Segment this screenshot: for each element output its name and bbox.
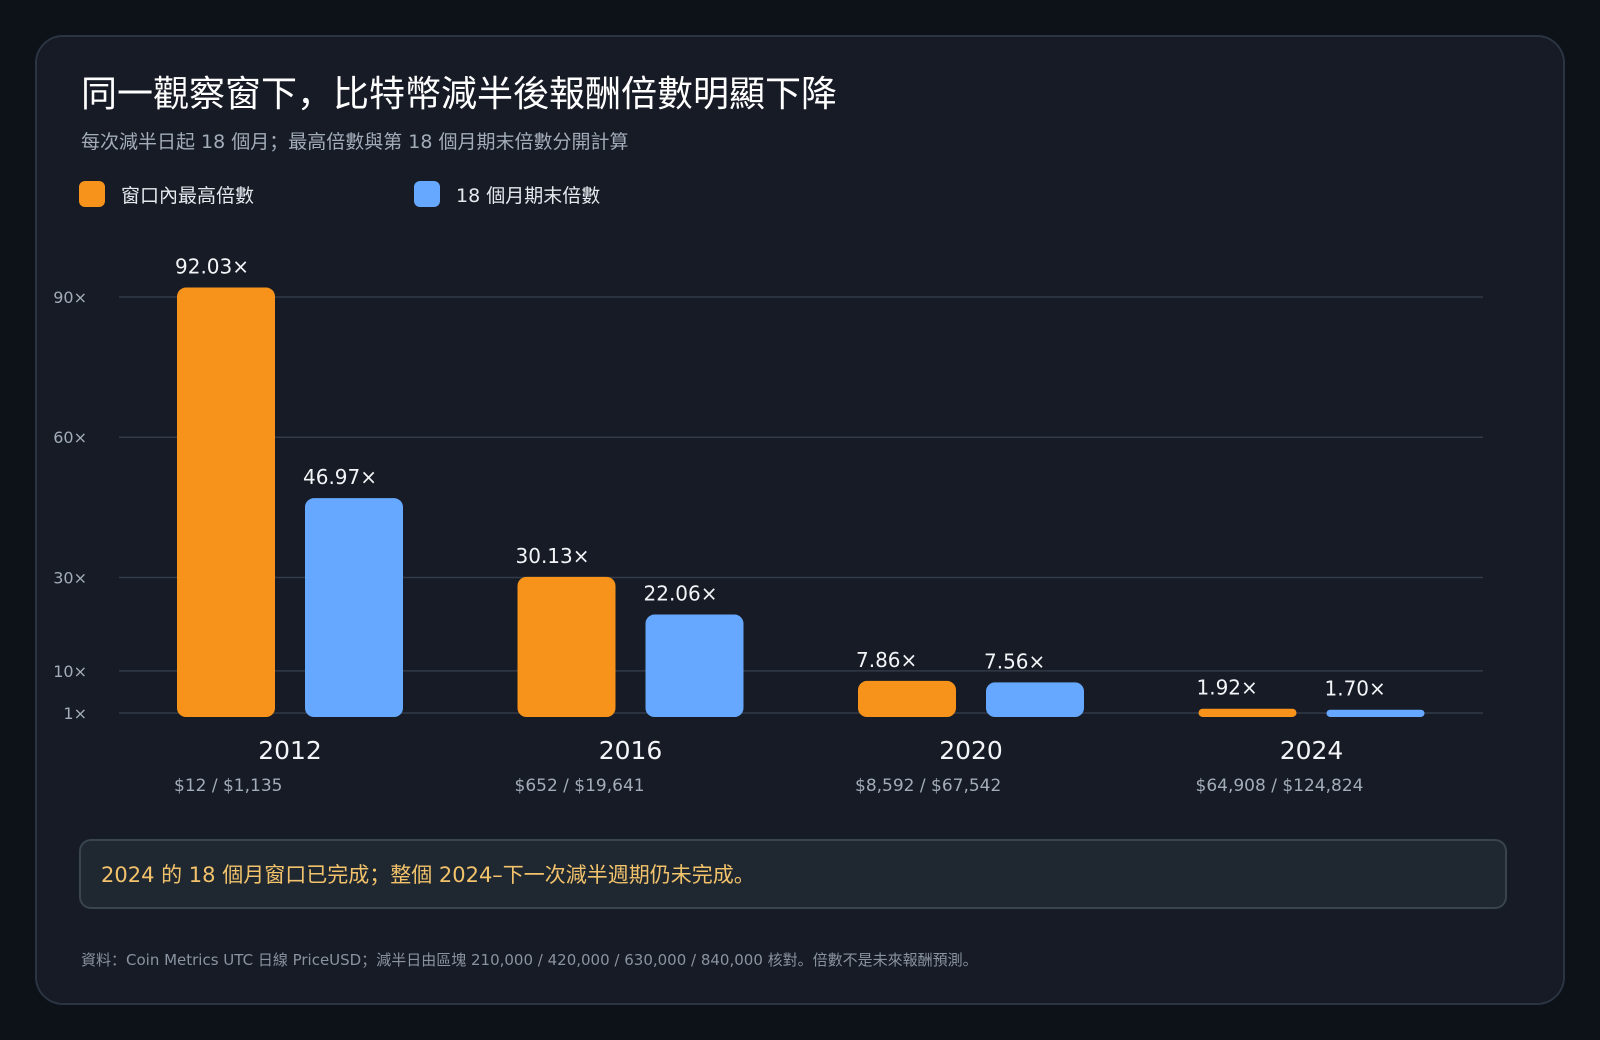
x-price-sublabel: $8,592 / $67,542 [855, 776, 1001, 796]
legend-swatch-end [414, 181, 440, 207]
bar-chart: 1× 10× 30× 60× 90× 92.03× 46.97× 2012 $12 / $1,1… [53, 255, 1483, 796]
bar [645, 614, 744, 717]
data-label: 30.13× [516, 544, 590, 568]
data-label: 1.92× [1197, 676, 1258, 700]
bar [517, 576, 616, 717]
x-category-label: 2012 [258, 736, 322, 765]
data-label: 46.97× [303, 465, 377, 489]
legend-label-end: 18 個月期末倍數 [456, 184, 601, 207]
chart-subtitle: 每次減半日起 18 個月；最高倍數與第 18 個月期末倍數分開計算 [81, 131, 629, 153]
note-text: 2024 的 18 個月窗口已完成；整個 2024–下一次減半週期仍未完成。 [101, 863, 755, 887]
x-category-label: 2020 [939, 736, 1003, 765]
note-box: 2024 的 18 個月窗口已完成；整個 2024–下一次減半週期仍未完成。 [79, 839, 1507, 909]
y-tick-label: 1× [63, 704, 87, 723]
legend-swatch-peak [79, 181, 105, 207]
data-label: 1.70× [1325, 677, 1386, 701]
data-label: 7.56× [984, 649, 1045, 673]
bar [1326, 709, 1425, 717]
x-category-label: 2016 [599, 736, 663, 765]
data-label: 7.86× [856, 648, 917, 672]
data-label: 92.03× [175, 255, 249, 279]
chart-title: 同一觀察窗下，比特幣減半後報酬倍數明顯下降 [81, 74, 838, 115]
legend-label-peak: 窗口內最高倍數 [121, 184, 255, 207]
bar [986, 682, 1084, 717]
bar [858, 680, 956, 717]
x-category-label: 2024 [1280, 736, 1344, 765]
y-tick-label: 10× [53, 662, 87, 681]
x-price-sublabel: $64,908 / $124,824 [1196, 776, 1364, 796]
bar [305, 498, 403, 717]
legend-item-end: 18 個月期末倍數 [414, 180, 600, 208]
bar [1198, 708, 1297, 717]
chart-card: 同一觀察窗下，比特幣減半後報酬倍數明顯下降 每次減半日起 18 個月；最高倍數與… [35, 35, 1565, 1005]
data-label: 22.06× [644, 582, 718, 606]
bar [177, 287, 275, 717]
y-tick-label: 90× [53, 288, 87, 307]
x-price-sublabel: $652 / $19,641 [515, 776, 645, 796]
y-tick-label: 30× [53, 568, 87, 587]
y-tick-label: 60× [53, 428, 87, 447]
x-price-sublabel: $12 / $1,135 [174, 776, 282, 796]
legend-item-peak: 窗口內最高倍數 [79, 180, 254, 208]
source-note: 資料：Coin Metrics UTC 日線 PriceUSD；減半日由區塊 2… [81, 951, 978, 969]
